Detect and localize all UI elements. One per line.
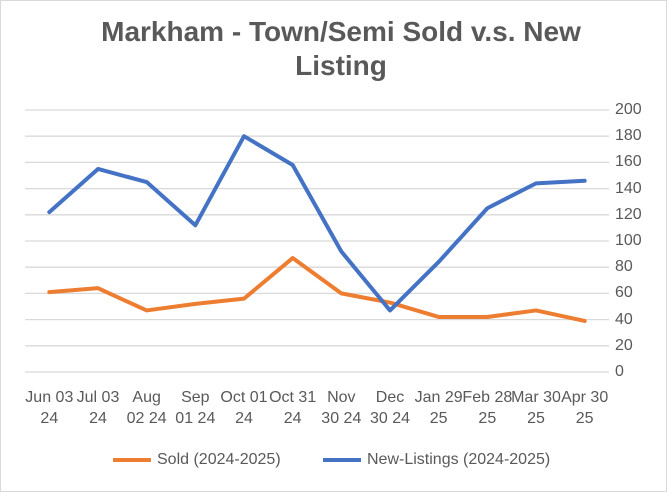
x-tick-label: Mar 30 25: [511, 389, 561, 427]
y-tick-label: 140: [615, 179, 642, 197]
series-line: [47, 134, 587, 313]
y-tick-label: 0: [615, 363, 624, 380]
y-tick-label: 20: [615, 336, 633, 354]
x-tick-label: Feb 28 25: [462, 389, 513, 427]
legend-item-new-listings: New-Listings (2024-2025): [323, 451, 550, 469]
legend: Sold (2024-2025) New-Listings (2024-2025…: [1, 451, 666, 475]
y-tick-label: 60: [615, 284, 633, 302]
y-tick-label: 160: [615, 153, 642, 171]
legend-item-sold: Sold (2024-2025): [113, 451, 281, 469]
x-tick-label: Jun 03 24: [25, 389, 74, 427]
y-tick-label: 180: [615, 127, 642, 145]
x-tick-label: Jan 29 25: [414, 389, 463, 427]
x-tick-label: Oct 31 24: [269, 389, 317, 427]
series-sold: [47, 256, 587, 323]
x-tick-label: Sep 01 24: [175, 389, 216, 427]
y-tick-label: 40: [615, 310, 633, 328]
x-tick-label: Jul 03 24: [76, 389, 120, 427]
legend-label-new-listings: New-Listings (2024-2025): [367, 451, 551, 468]
chart-title: Markham - Town/Semi Sold v.s. New Listin…: [101, 16, 581, 81]
x-tick-label: Aug 02 24: [126, 389, 167, 427]
legend-swatch-sold: [113, 458, 151, 462]
x-tick-label: Apr 30 25: [561, 389, 609, 427]
legend-swatch-new-listings: [323, 458, 361, 462]
series-line: [47, 256, 587, 323]
y-tick-label: 100: [615, 232, 642, 249]
series-new-listings: [47, 134, 587, 313]
x-tick-label: Nov 30 24: [321, 389, 362, 427]
y-tick-label: 80: [615, 258, 633, 276]
x-tick-label: Dec 30 24: [369, 389, 411, 427]
legend-label-sold: Sold (2024-2025): [157, 451, 281, 468]
y-tick-label: 120: [615, 205, 642, 223]
x-tick-label: Oct 01 24: [220, 389, 268, 427]
y-tick-label: 200: [615, 101, 642, 118]
